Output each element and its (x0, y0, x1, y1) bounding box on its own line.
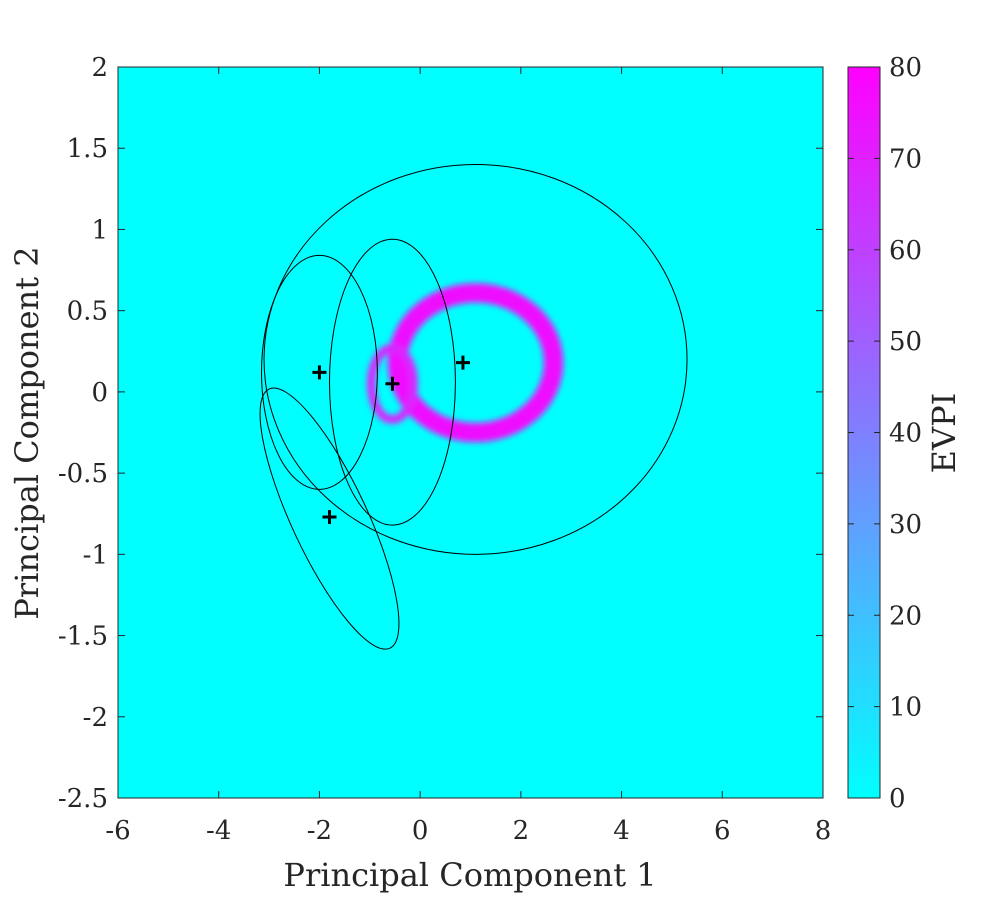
center-marker-4 (322, 509, 337, 524)
y-tick-label: 1 (91, 215, 108, 245)
evpi-region-layer (366, 283, 564, 443)
x-tick-label: -6 (105, 816, 130, 846)
y-tick-label: 0.5 (67, 297, 108, 327)
x-tick-label: -2 (307, 816, 332, 846)
axes-frame (117, 66, 824, 799)
y-tick-label: -1.5 (58, 622, 108, 652)
confidence-ellipse-4 (259, 387, 400, 650)
evpi-ring-2 (366, 343, 418, 424)
colorbar-tick-label: 80 (889, 53, 922, 83)
center-marker-2 (385, 376, 400, 391)
center-marker-3 (455, 355, 470, 370)
y-tick-label: 2 (91, 53, 108, 83)
center-marker-1 (312, 365, 327, 380)
y-tick-label: 0 (91, 378, 108, 408)
y-tick-label: 1.5 (67, 134, 108, 164)
colorbar-tick-label: 70 (889, 144, 922, 174)
x-tick-label: 6 (714, 816, 731, 846)
colorbar-tick-label: 40 (889, 419, 922, 449)
colorbar-ticks: 0 10 20 30 40 50 60 70 80 (848, 53, 922, 814)
x-tick-label: 4 (613, 816, 630, 846)
x-tick-label: -4 (206, 816, 231, 846)
ellipse-layer (259, 163, 688, 650)
y-tick-label: -2.5 (58, 784, 108, 814)
y-axis-ticks: -2.5 -2 -1.5 -1 -0.5 0 0.5 1 1.5 2 (58, 53, 823, 814)
colorbar-tick-label: 0 (889, 784, 906, 814)
y-tick-label: -2 (83, 703, 108, 733)
y-tick-label: -0.5 (58, 459, 108, 489)
x-axis-label: Principal Component 1 (283, 856, 656, 894)
y-axis-label: Principal Component 2 (8, 246, 46, 619)
y-tick-label: -1 (83, 540, 108, 570)
x-axis-ticks: -6 -4 -2 0 2 4 6 8 (105, 67, 831, 846)
colorbar-tick-label: 60 (889, 236, 922, 266)
colorbar-tick-label: 50 (889, 327, 922, 357)
colorbar-tick-label: 20 (889, 601, 922, 631)
colorbar-tick-label: 10 (889, 693, 922, 723)
evpi-ring-1 (387, 283, 564, 443)
colorbar-tick-label: 30 (889, 510, 922, 540)
x-tick-label: 0 (412, 816, 429, 846)
center-marker-layer (312, 355, 470, 524)
x-tick-label: 2 (513, 816, 530, 846)
colorbar-label: EVPI (925, 393, 963, 474)
x-tick-label: 8 (815, 816, 832, 846)
confidence-ellipse-1 (263, 163, 688, 555)
confidence-ellipse-3 (329, 238, 456, 526)
confidence-ellipse-2 (261, 254, 378, 490)
